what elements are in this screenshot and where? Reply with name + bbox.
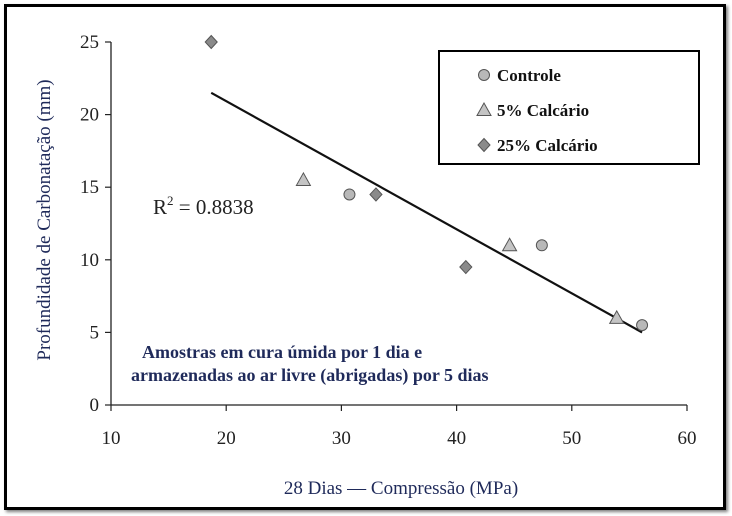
legend-label: 25% Calcário [497, 136, 598, 155]
legend-marker-diamond [477, 137, 491, 153]
y-tick-label: 0 [90, 395, 100, 416]
data-point-diamond [459, 259, 473, 275]
annotation-line-1: Amostras em cura úmida por 1 dia e [142, 342, 422, 362]
legend-marker-circle [478, 69, 490, 81]
y-tick-label: 20 [80, 105, 99, 126]
data-point-circle [535, 239, 548, 252]
x-tick-label: 30 [332, 428, 351, 449]
x-tick-label: 60 [678, 428, 697, 449]
x-axis-title: 28 Dias — Compressão (MPa) [284, 478, 518, 499]
x-tick-label: 40 [447, 428, 466, 449]
chart: 0 5 10 15 20 25 10 20 30 40 50 60 R2 = 0.8838 Amos… [34, 32, 700, 499]
y-tick-label: 15 [80, 177, 99, 198]
chart-frame: 0 5 10 15 20 25 10 20 30 40 50 60 R2 = 0.8838 Amos… [4, 4, 726, 510]
y-tick-label: 5 [90, 322, 100, 343]
x-axis-ticks: 10 20 30 40 50 60 [102, 405, 697, 449]
r-squared-label: R2 = 0.8838 [153, 193, 254, 219]
y-tick-label: 25 [80, 32, 99, 53]
data-point-circle [636, 319, 649, 332]
y-axis-ticks: 0 5 10 15 20 25 [80, 32, 111, 416]
data-point-triangle [295, 171, 312, 186]
legend-marker-triangle [476, 101, 492, 116]
data-point-diamond [369, 187, 383, 202]
x-tick-label: 10 [102, 428, 121, 449]
x-tick-label: 50 [562, 428, 581, 449]
x-tick-label: 20 [217, 428, 236, 449]
trendline [210, 91, 643, 334]
legend-label: 5% Calcário [497, 101, 589, 120]
y-axis-title: Profundidade de Carbonatação (mm) [34, 79, 55, 360]
data-point-diamond [204, 34, 218, 50]
annotation-line-2: armazenadas ao ar livre (abrigadas) por … [131, 365, 489, 386]
y-tick-label: 10 [80, 250, 99, 271]
data-point-triangle [501, 237, 518, 252]
legend-label: Controle [497, 66, 561, 85]
data-points [204, 34, 649, 332]
data-point-circle [343, 188, 356, 201]
data-point-triangle [608, 309, 625, 324]
legend: Controle 5% Calcário 25% Calcário [438, 50, 700, 165]
